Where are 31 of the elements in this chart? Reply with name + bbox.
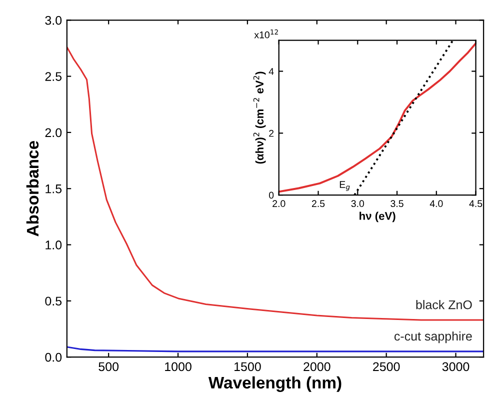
y-tick-label: 1.5 — [46, 184, 62, 194]
x-tick-label: 2500 — [373, 362, 400, 372]
y-axis-title: Absorbance — [26, 141, 39, 236]
y-tick-label: 1.0 — [46, 240, 62, 250]
series-label: c-cut sapphire — [394, 331, 472, 344]
y-tick-label: 2.0 — [45, 128, 62, 138]
x-tick-label: 2000 — [304, 362, 330, 372]
x-tick-label: 3.0 — [351, 200, 364, 208]
line-series — [66, 46, 484, 321]
y-axis-title: (αhν)$^{2}$ (cm$^{−2}$ eV$^{2}$) — [253, 72, 266, 164]
annotation: x10$^{12}$ — [254, 29, 278, 38]
x-tick-label: 4.0 — [430, 200, 443, 208]
x-tick-label: 3000 — [442, 362, 470, 372]
x-axis-title: hν (eV) — [360, 212, 396, 222]
x-tick-label: 3.5 — [390, 200, 404, 208]
x-tick-label: 4.5 — [469, 200, 482, 208]
line-series — [278, 42, 476, 193]
annotation: E$_{g}$ — [340, 181, 350, 191]
y-tick-label: 4 — [268, 68, 274, 75]
y-tick-label: 3.0 — [45, 16, 62, 25]
x-tick-label: 2.5 — [312, 200, 325, 208]
y-tick-label: 2 — [269, 130, 274, 137]
x-tick-label: 1500 — [234, 362, 261, 372]
y-tick-label: 2.5 — [45, 72, 62, 81]
y-tick-label: 0.5 — [45, 296, 62, 306]
y-tick-label: 0.0 — [45, 352, 62, 362]
x-tick-label: 500 — [98, 362, 119, 372]
x-tick-label: 1000 — [165, 362, 192, 372]
x-axis-title: Wavelength (nm) — [208, 376, 342, 392]
series-label: black ZnO — [416, 300, 472, 310]
y-tick-label: 0 — [268, 192, 274, 199]
